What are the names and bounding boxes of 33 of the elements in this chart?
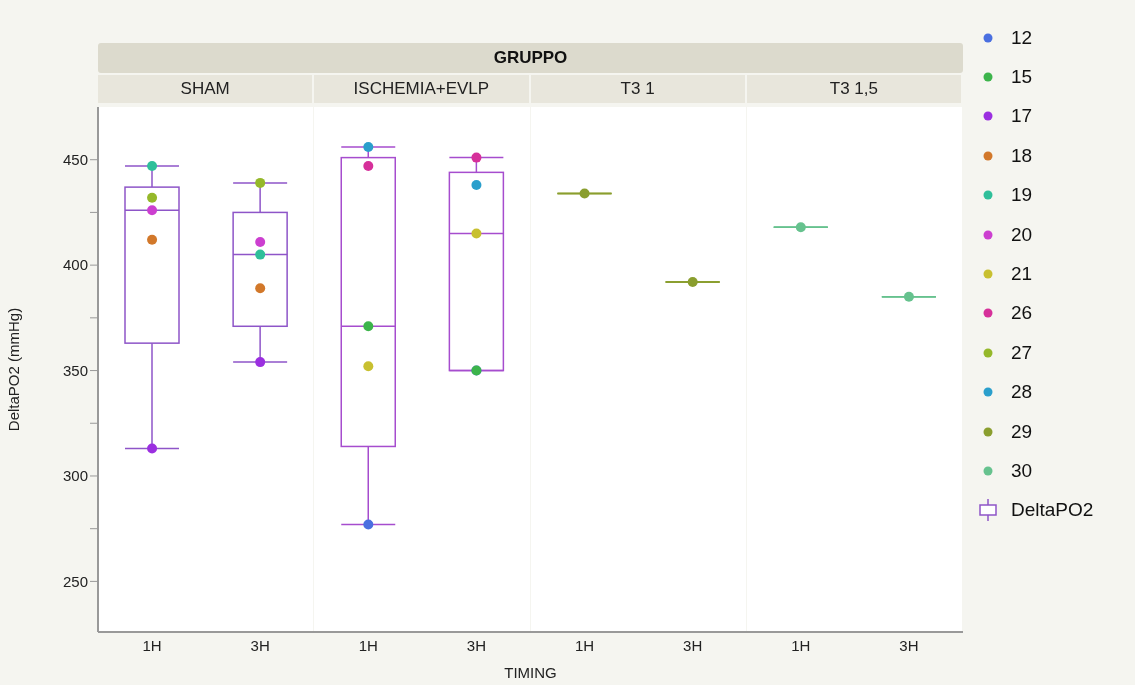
y-tick-label: 250	[62, 572, 88, 590]
text: GRUPPO	[98, 43, 963, 73]
x-tick-label: 3H	[250, 636, 270, 654]
text: ISCHEMIA+EVLP	[314, 75, 529, 103]
y-tick-label: 350	[62, 361, 88, 379]
legend-label: 28	[1011, 381, 1033, 404]
legend-label: 29	[1011, 420, 1033, 443]
y-tick-label: 300	[62, 467, 88, 485]
x-axis-title: TIMING	[503, 664, 558, 681]
legend-label: 26	[1011, 302, 1033, 325]
x-tick-label: 3H	[899, 636, 919, 654]
legend-label: DeltaPO2	[1011, 499, 1094, 522]
y-tick-label: 400	[62, 256, 88, 274]
x-tick-label: 3H	[683, 636, 703, 654]
x-tick-label: 1H	[574, 636, 595, 654]
x-tick-label: 3H	[466, 636, 487, 654]
legend-label: 18	[1011, 144, 1033, 167]
text: SHAM	[98, 75, 313, 103]
legend-label: 19	[1011, 184, 1033, 207]
text: T3 1	[530, 75, 745, 103]
y-tick-label: 450	[62, 151, 88, 169]
legend-label: 21	[1011, 263, 1033, 286]
text: T3 1,5	[746, 75, 961, 103]
legend-label: 30	[1011, 459, 1033, 482]
legend-label: 15	[1011, 66, 1033, 89]
x-tick-label: 1H	[791, 636, 811, 654]
x-tick-label: 1H	[358, 636, 378, 654]
legend-label: 12	[1011, 26, 1033, 49]
y-axis-title: DeltaPO2 (mmHg)	[5, 307, 23, 432]
legend-label: 27	[1011, 341, 1033, 364]
legend-label: 20	[1011, 223, 1033, 246]
x-tick-label: 1H	[142, 636, 162, 654]
legend-label: 17	[1011, 105, 1033, 128]
